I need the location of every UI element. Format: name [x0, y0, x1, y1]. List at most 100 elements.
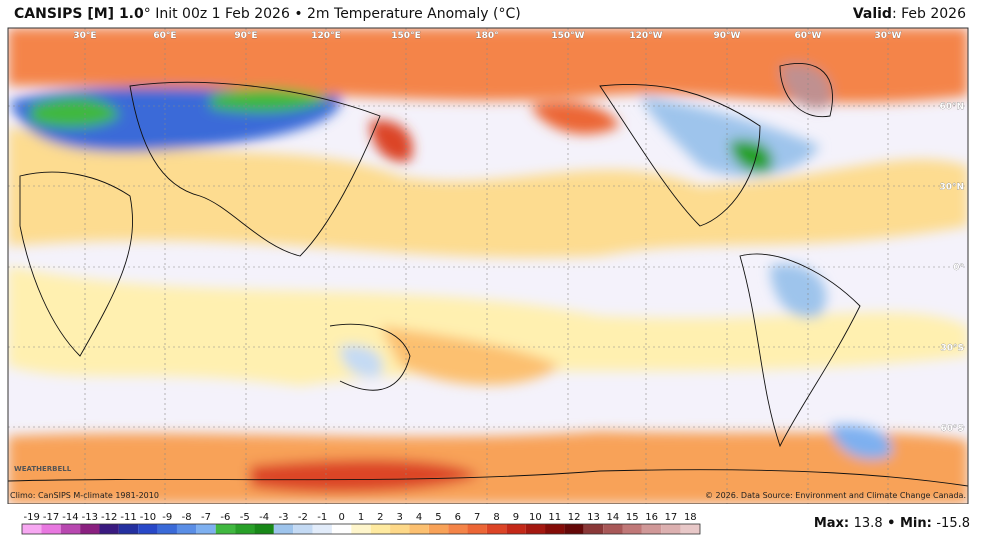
colorbar-label: -5 — [240, 512, 250, 523]
colorbar-label: -17 — [43, 512, 59, 523]
colorbar-label: -12 — [101, 512, 117, 523]
colorbar-cell — [293, 524, 313, 534]
colorbar-cell — [486, 524, 507, 534]
colorbar-frame — [21, 523, 701, 535]
colorbar-label: -4 — [259, 512, 269, 523]
colorbar-label: 5 — [435, 512, 441, 523]
lon-label: 60°E — [153, 31, 176, 41]
colorbar-cell — [409, 524, 429, 534]
colorbar: -19 -17 -14 -13 -12 -11 -10 -9 -8 -7 -6 -5 -4 -3 -2 -1 0… — [21, 512, 701, 535]
colorbar-label: -6 — [220, 512, 230, 523]
colorbar-cell — [273, 524, 294, 534]
stats: Max: 13.8 • Min: -15.8 — [814, 516, 970, 531]
title-bold: CANSIPS [M] 1.0 — [14, 6, 144, 22]
colorbar-cell — [196, 524, 216, 534]
lat-label: 30°S — [940, 344, 964, 354]
colorbar-cell — [254, 524, 274, 534]
colorbar-label: -7 — [201, 512, 211, 523]
separator: • — [887, 516, 896, 531]
lat-label: 60°S — [940, 424, 964, 434]
colorbar-cell — [525, 524, 546, 534]
colorbar-cell — [370, 524, 391, 534]
colorbar-cell — [603, 524, 623, 534]
max-label: Max: — [813, 516, 850, 531]
colorbar-cell — [22, 524, 42, 534]
colorbar-label: -2 — [298, 512, 308, 523]
lon-label: 120°W — [629, 31, 662, 41]
colorbar-label: 2 — [377, 512, 383, 523]
colorbar-cell — [351, 524, 371, 534]
colorbar-label: -1 — [317, 512, 327, 523]
lon-label: 30°W — [875, 31, 902, 41]
colorbar-label: 7 — [474, 512, 480, 523]
colorbar-label: -14 — [62, 512, 78, 523]
colorbar-label: 15 — [626, 512, 639, 523]
copyright: © 2026. Data Source: Environment and Cli… — [705, 491, 966, 500]
colorbar-cell — [641, 524, 662, 534]
colorbar-cell — [661, 524, 681, 534]
anomaly-field — [8, 28, 968, 504]
colorbar-label: 16 — [645, 512, 658, 523]
colorbar-label: 6 — [455, 512, 461, 523]
colorbar-cell — [176, 524, 197, 534]
coastlines — [8, 63, 968, 487]
min-value: -15.8 — [936, 516, 970, 531]
colorbar-label: 11 — [548, 512, 561, 523]
colorbar-label: 1 — [358, 512, 364, 523]
colorbar-label: -9 — [162, 512, 172, 523]
colorbar-cell — [60, 524, 81, 534]
colorbar-cell — [583, 524, 604, 534]
colorbar-cell — [157, 524, 177, 534]
colorbar-cell — [138, 524, 158, 534]
logo: WEATHERBELL — [14, 465, 72, 473]
colorbar-cell — [545, 524, 565, 534]
lon-label: 30°E — [73, 31, 96, 41]
colorbar-cell — [506, 524, 526, 534]
colorbar-label: 18 — [684, 512, 697, 523]
colorbar-label: 8 — [493, 512, 499, 523]
colorbar-cell — [390, 524, 410, 534]
lon-label: 150°W — [551, 31, 584, 41]
colorbar-label: 17 — [665, 512, 678, 523]
colorbar-label: 3 — [397, 512, 403, 523]
valid: Valid: Feb 2026 — [853, 6, 966, 22]
colorbar-label: -13 — [82, 512, 98, 523]
colorbar-cell — [564, 524, 584, 534]
colorbar-cell — [428, 524, 449, 534]
lat-label: 60°N — [939, 102, 964, 112]
colorbar-cell — [235, 524, 255, 534]
colorbar-label: 14 — [606, 512, 619, 523]
colorbar-label: 4 — [416, 512, 422, 523]
lon-label: 150°E — [391, 31, 420, 41]
valid-label: Valid — [852, 6, 892, 22]
lon-label: 90°W — [714, 31, 741, 41]
map: 30°E 60°E 90°E 120°E 150°E 180° 150°W 120°W 90°W… — [7, 27, 969, 504]
lon-label: 60°W — [795, 31, 822, 41]
colorbar-label: -8 — [182, 512, 192, 523]
min-label: Min: — [899, 516, 932, 531]
lat-label: 0° — [953, 263, 964, 273]
colorbar-label: -10 — [140, 512, 156, 523]
colorbar-cell — [215, 524, 236, 534]
climo-note: Climo: CanSIPS M-climate 1981-2010 — [10, 491, 159, 500]
lon-label: 180° — [475, 31, 498, 41]
graticule — [8, 28, 968, 504]
colorbar-label: -19 — [24, 512, 40, 523]
colorbar-cell — [41, 524, 61, 534]
colorbar-cell — [467, 524, 487, 534]
colorbar-label: -11 — [120, 512, 136, 523]
colorbar-cell — [80, 524, 100, 534]
lat-label: 30°N — [939, 183, 964, 193]
colorbar-label: -3 — [279, 512, 289, 523]
colorbar-label: 10 — [529, 512, 542, 523]
colorbar-cell — [312, 524, 332, 534]
title-rest: ° Init 00z 1 Feb 2026 • 2m Temperature A… — [143, 6, 521, 22]
colorbar-cell — [448, 524, 468, 534]
colorbar-label: 12 — [568, 512, 581, 523]
colorbar-cell — [118, 524, 139, 534]
colorbar-cell — [99, 524, 119, 534]
title: CANSIPS [M] 1.0° Init 00z 1 Feb 2026 • 2… — [14, 6, 521, 22]
colorbar-cell — [680, 524, 700, 534]
